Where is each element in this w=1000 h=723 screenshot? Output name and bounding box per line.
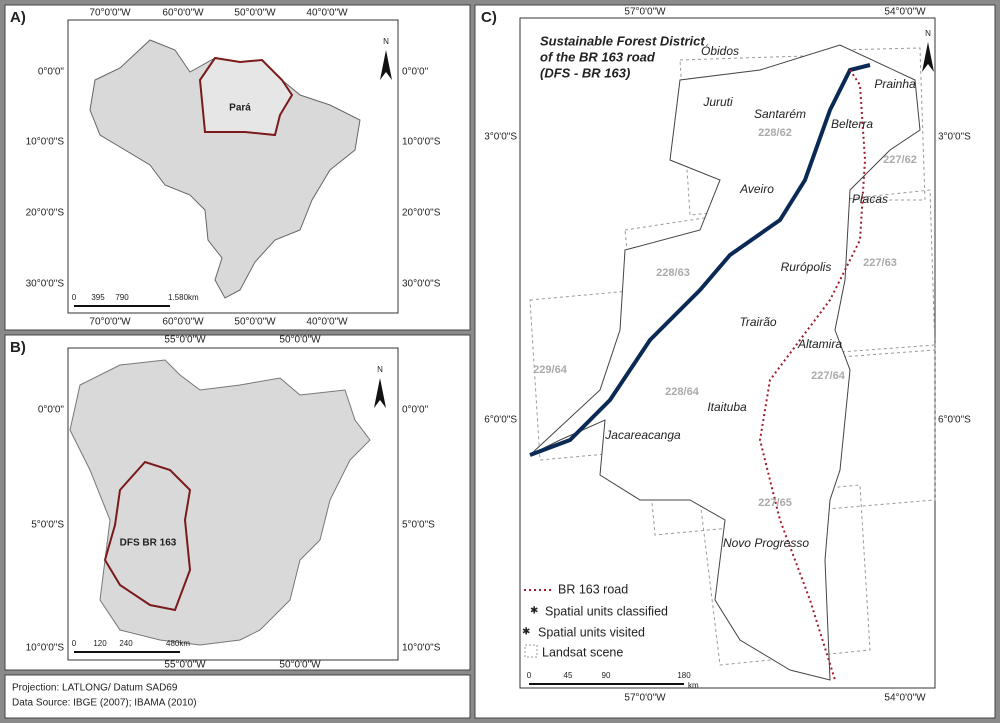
lon-label: 70°0'0"W <box>89 8 131 19</box>
footer-line: Data Source: IBGE (2007); IBAMA (2010) <box>12 698 197 709</box>
place-label: Aveiro <box>739 182 774 196</box>
lon-label: 50°0'0"W <box>234 8 276 19</box>
para-outline <box>198 56 294 137</box>
scene-label: 227/64 <box>811 370 846 382</box>
dfs-boundary <box>529 44 921 681</box>
north-arrow <box>380 50 392 80</box>
north-arrow <box>922 42 934 72</box>
lon-label: 50°0'0"W <box>279 660 321 671</box>
scale-label: 45 <box>564 671 573 680</box>
lat-label: 3°0'0"S <box>484 132 517 143</box>
lon-label: 60°0'0"W <box>162 317 204 328</box>
lat-label: 0°0'0" <box>402 405 429 416</box>
legend-label: Landsat scene <box>542 645 623 659</box>
legend-classified: ✱ <box>530 606 538 617</box>
lat-label: 10°0'0"S <box>402 137 441 148</box>
lat-label: 10°0'0"S <box>26 643 65 654</box>
legend-visited: ✱ <box>522 627 530 638</box>
place-label: Novo Progresso <box>723 536 809 550</box>
dfs-outline <box>103 460 192 612</box>
scale-label: 0 <box>72 639 77 648</box>
place-label: Placas <box>852 192 888 206</box>
lat-label: 5°0'0"S <box>402 520 435 531</box>
lat-label: 3°0'0"S <box>938 132 971 143</box>
place-label: Juruti <box>702 95 733 109</box>
legend-scene <box>524 644 538 658</box>
footer-line: Projection: LATLONG/ Datum SAD69 <box>12 683 178 694</box>
north-arrow <box>374 378 386 408</box>
place-label: Belterra <box>831 117 873 131</box>
lon-label: 60°0'0"W <box>162 8 204 19</box>
lon-label: 70°0'0"W <box>89 317 131 328</box>
place-label: Jacareacanga <box>604 428 681 442</box>
legend-label: Spatial units classified <box>545 604 668 618</box>
place-label: Itaituba <box>707 400 747 414</box>
lon-label: 50°0'0"W <box>279 335 321 346</box>
lon-label: 54°0'0"W <box>884 7 926 18</box>
lon-label: 57°0'0"W <box>624 693 666 704</box>
north-label: N <box>925 29 931 38</box>
lat-label: 6°0'0"S <box>938 415 971 426</box>
place-label: Altamira <box>797 337 842 351</box>
panel-label: B) <box>10 339 26 356</box>
scale-label: 395 <box>91 293 105 302</box>
lat-label: 10°0'0"S <box>402 643 441 654</box>
place-label: Rurópolis <box>781 260 832 274</box>
lat-label: 0°0'0" <box>402 67 429 78</box>
scene-label: 228/64 <box>665 386 700 398</box>
scale-label: 480km <box>166 639 190 648</box>
district-label: DFS BR 163 <box>120 538 177 549</box>
scale-label: 90 <box>602 671 611 680</box>
lat-label: 30°0'0"S <box>402 279 441 290</box>
lat-label: 30°0'0"S <box>26 279 65 290</box>
scale-label: 180 <box>677 671 691 680</box>
lat-label: 10°0'0"S <box>26 137 65 148</box>
place-label: Santarém <box>754 107 806 121</box>
state-label: Pará <box>229 103 251 114</box>
lat-label: 6°0'0"S <box>484 415 517 426</box>
lat-label: 5°0'0"S <box>31 520 64 531</box>
north-label: N <box>383 37 389 46</box>
footer-box <box>4 674 471 719</box>
place-label: Prainha <box>874 77 916 91</box>
lon-label: 57°0'0"W <box>624 7 666 18</box>
scale-label: 240 <box>119 639 133 648</box>
scale-label: 120 <box>93 639 107 648</box>
scale-label: 0 <box>72 293 77 302</box>
map-title: (DFS - BR 163) <box>540 65 630 80</box>
panel-label: A) <box>10 9 26 26</box>
para-state <box>69 359 371 646</box>
lon-label: 40°0'0"W <box>306 317 348 328</box>
br163-road <box>758 69 867 681</box>
map-title: Sustainable Forest District <box>540 33 705 48</box>
panel-label: C) <box>481 9 497 26</box>
lat-label: 0°0'0" <box>38 67 65 78</box>
river <box>529 63 871 457</box>
place-label: Óbidos <box>701 43 739 58</box>
scene-label: 228/63 <box>656 267 690 279</box>
lon-label: 55°0'0"W <box>164 335 206 346</box>
lon-label: 40°0'0"W <box>306 8 348 19</box>
lat-label: 20°0'0"S <box>26 208 65 219</box>
legend-label: Spatial units visited <box>538 625 645 639</box>
scene-label: 228/62 <box>758 127 792 139</box>
map-title: of the BR 163 road <box>540 49 656 64</box>
scene-label: 227/62 <box>883 154 917 166</box>
place-label: Trairão <box>739 315 776 329</box>
lat-label: 20°0'0"S <box>402 208 441 219</box>
scene-label: 227/63 <box>863 257 897 269</box>
scale-label: 790 <box>115 293 129 302</box>
scale-unit: km <box>688 681 699 690</box>
scene-label: 229/64 <box>533 364 568 376</box>
scale-label: 1.580km <box>168 293 199 302</box>
lon-label: 54°0'0"W <box>884 693 926 704</box>
lon-label: 55°0'0"W <box>164 660 206 671</box>
legend-label: BR 163 road <box>558 582 628 596</box>
north-label: N <box>377 365 383 374</box>
scene-label: 227/65 <box>758 497 792 509</box>
lon-label: 50°0'0"W <box>234 317 276 328</box>
lat-label: 0°0'0" <box>38 405 65 416</box>
scale-label: 0 <box>527 671 532 680</box>
